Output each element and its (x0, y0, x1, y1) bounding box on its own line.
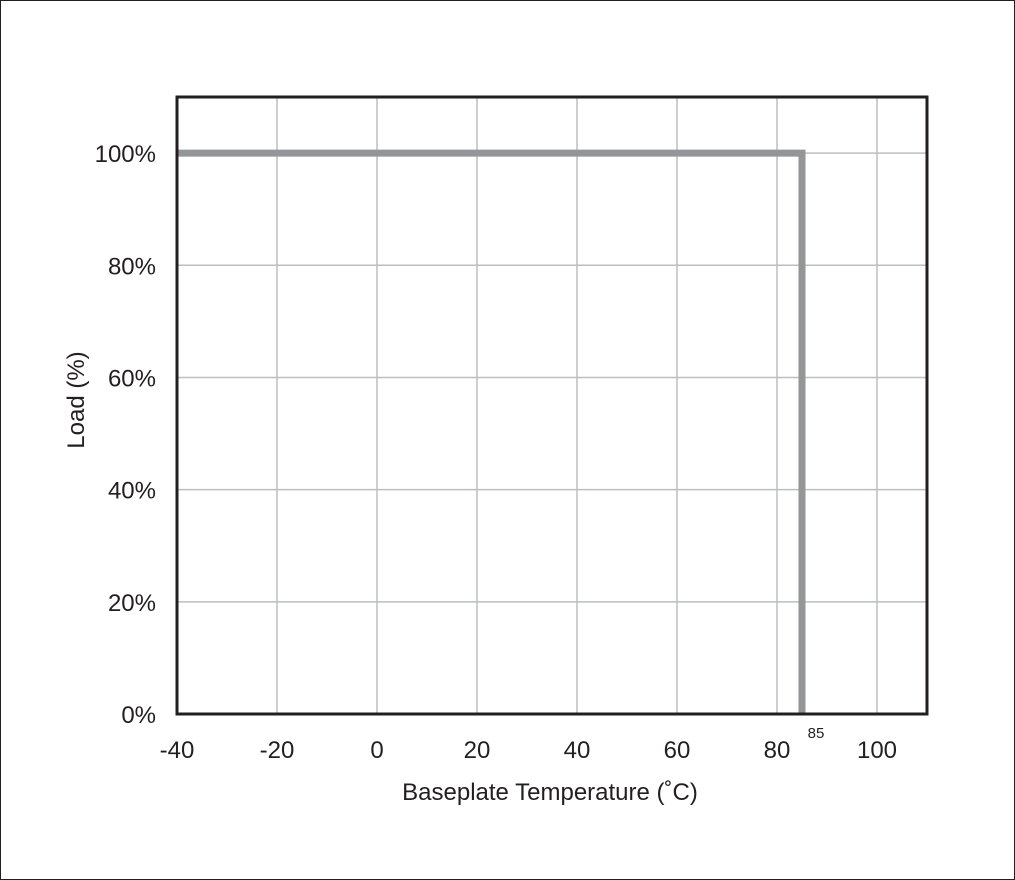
annotation-85: 85 (808, 725, 825, 742)
grid (177, 97, 927, 714)
series-group (177, 149, 806, 714)
y-axis-title: Load (%) (63, 351, 90, 448)
y-tick-label: 80% (108, 253, 156, 280)
series-line (177, 149, 806, 714)
x-tick-label: 100 (857, 737, 897, 764)
x-tick-labels: -40 -20 0 20 40 60 80 100 (160, 737, 897, 764)
x-tick-label: 20 (464, 737, 491, 764)
x-tick-label: 80 (764, 737, 791, 764)
x-tick-label: 40 (564, 737, 591, 764)
plot-area-border (175, 95, 929, 716)
x-tick-label: 0 (370, 737, 383, 764)
x-tick-label: -20 (260, 737, 295, 764)
y-tick-label: 60% (108, 365, 156, 392)
x-tick-label: -40 (160, 737, 195, 764)
y-tick-label: 20% (108, 590, 156, 617)
y-tick-label: 100% (95, 141, 156, 168)
y-tick-label: 0% (121, 702, 156, 729)
y-tick-labels: 0% 20% 40% 60% 80% 100% (95, 141, 156, 729)
y-tick-label: 40% (108, 478, 156, 505)
x-tick-label: 60 (664, 737, 691, 764)
x-axis-title: Baseplate Temperature (˚C) (402, 779, 698, 806)
